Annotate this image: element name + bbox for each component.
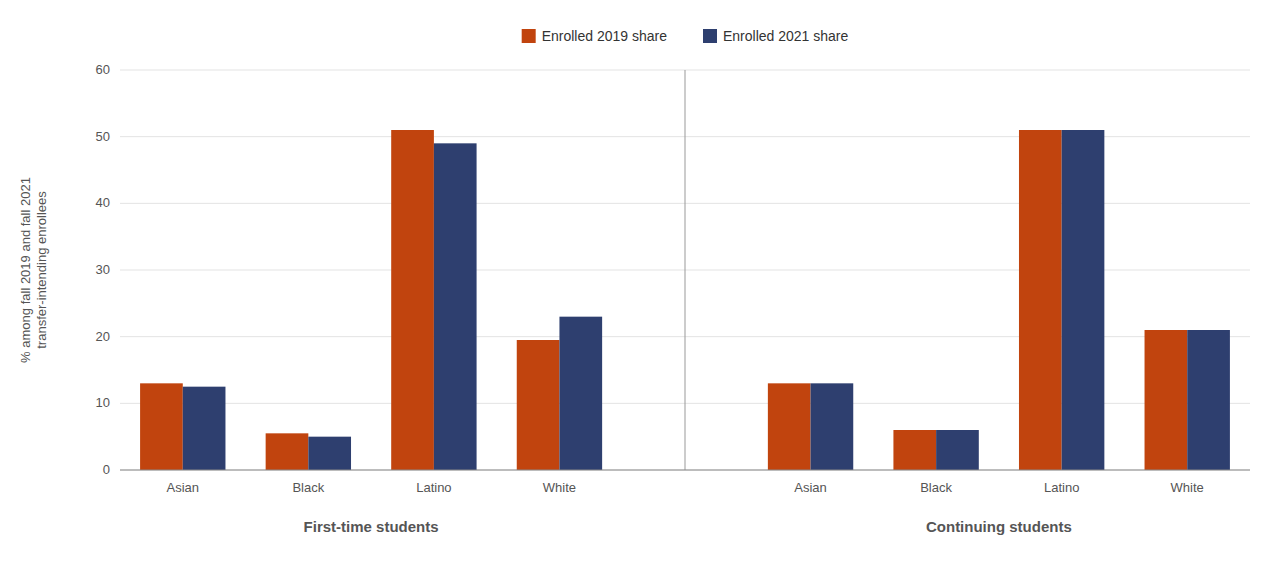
x-tick-label: Asian	[167, 480, 200, 495]
bar	[308, 437, 351, 470]
x-tick-label: Asian	[794, 480, 827, 495]
bar	[391, 130, 434, 470]
bars	[140, 130, 1230, 470]
legend-item: Enrolled 2021 share	[703, 28, 849, 44]
bar	[1187, 330, 1230, 470]
bar	[1062, 130, 1105, 470]
y-tick-label: 20	[96, 329, 110, 344]
x-tick-label: Black	[920, 480, 952, 495]
legend-swatch	[703, 29, 717, 43]
group-divider	[685, 70, 686, 470]
y-axis-label: % among fall 2019 and fall 2021transfer-…	[18, 177, 49, 363]
group-label: Continuing students	[926, 518, 1072, 535]
x-tick-label: White	[1171, 480, 1204, 495]
grid	[120, 70, 1250, 470]
y-tick-label: 60	[96, 62, 110, 77]
bar	[559, 317, 602, 470]
bar	[893, 430, 936, 470]
x-tick-label: Black	[292, 480, 324, 495]
bar	[811, 383, 854, 470]
bar	[1145, 330, 1188, 470]
y-tick-label: 40	[96, 195, 110, 210]
x-tick-label: Latino	[1044, 480, 1079, 495]
legend-label: Enrolled 2021 share	[723, 28, 849, 44]
bar	[266, 433, 309, 470]
chart-container: 0 10 20 30 40 50 60 Asian Black Latino White Asian B…	[0, 0, 1280, 580]
bar	[434, 143, 477, 470]
y-tick-label: 0	[103, 462, 110, 477]
y-tick-label: 50	[96, 129, 110, 144]
y-tick-label: 30	[96, 262, 110, 277]
bar	[183, 387, 226, 470]
bar	[1019, 130, 1062, 470]
legend-swatch	[522, 29, 536, 43]
x-axis-line	[120, 470, 1250, 471]
bar	[517, 340, 560, 470]
x-tick-label: White	[543, 480, 576, 495]
legend-item: Enrolled 2019 share	[522, 28, 668, 44]
legend: Enrolled 2019 share Enrolled 2021 share	[522, 28, 849, 44]
y-tick-label: 10	[96, 395, 110, 410]
bar	[768, 383, 811, 470]
x-tick-label: Latino	[416, 480, 451, 495]
legend-label: Enrolled 2019 share	[542, 28, 668, 44]
group-label: First-time students	[304, 518, 439, 535]
bar	[936, 430, 979, 470]
chart-svg: 0 10 20 30 40 50 60 Asian Black Latino White Asian B…	[0, 0, 1280, 580]
grid-line	[120, 470, 1250, 471]
bar	[140, 383, 183, 470]
